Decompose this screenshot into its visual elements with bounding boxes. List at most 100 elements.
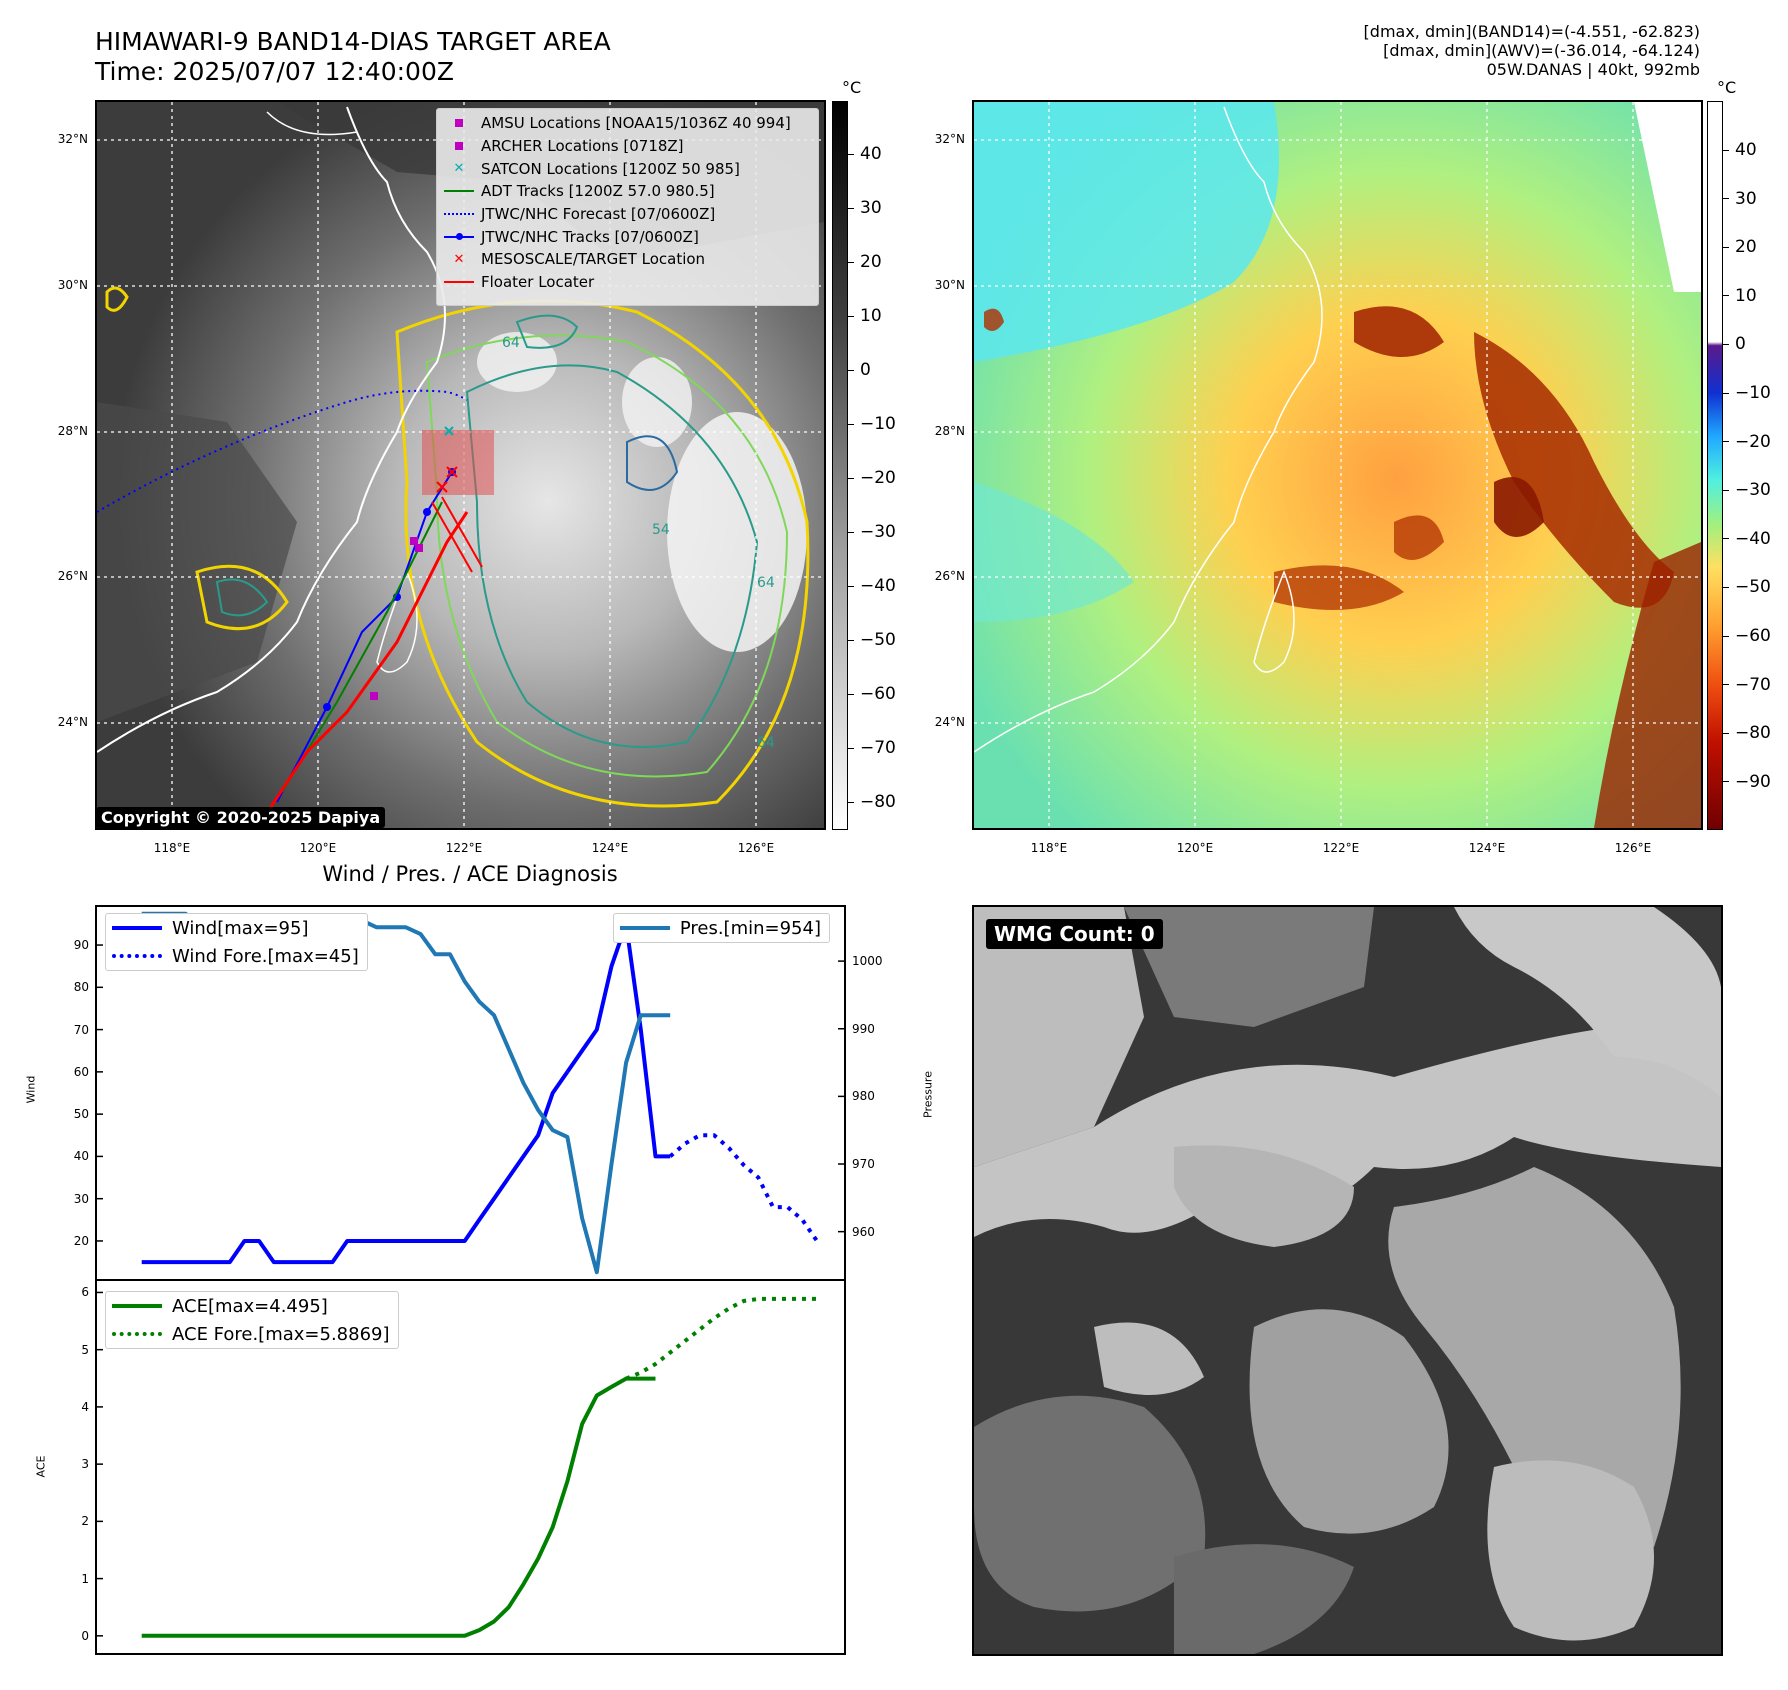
pressure-axis-title: Pressure	[921, 1071, 935, 1118]
diagnosis-title: Wind / Pres. / ACE Diagnosis	[322, 862, 618, 886]
series-line	[668, 1133, 819, 1243]
colorbar-tick: −60	[848, 686, 896, 703]
tick-label: 5	[81, 1342, 89, 1357]
wind-legend: Wind[max=95] Wind Fore.[max=45]	[105, 913, 368, 971]
ace-axis-title: ACE	[34, 1455, 48, 1478]
colorbar-tick: −30	[1723, 482, 1771, 499]
colorbar-tick: −10	[1723, 385, 1771, 402]
colorbar-tick: 40	[1723, 142, 1757, 159]
forecast-track	[97, 389, 468, 513]
legend-item-floater: Floater Locater	[437, 271, 814, 294]
figure-time: Time: 2025/07/07 12:40:00Z	[95, 57, 454, 86]
lon-label: 118°E	[1030, 841, 1068, 855]
colorbar-tick: 30	[1723, 190, 1757, 208]
legend-item-forecast: JTWC/NHC Forecast [07/0600Z]	[437, 203, 814, 226]
colorbar-tick: −80	[848, 794, 896, 811]
tick-label: 980	[852, 1089, 875, 1104]
legend-item-amsu: AMSU Locations [NOAA15/1036Z 40 994]	[437, 112, 814, 135]
info-awv: [dmax, dmin](AWV)=(-36.014, -64.124)	[1383, 41, 1700, 60]
legend-item-satcon: ✕ SATCON Locations [1200Z 50 985]	[437, 157, 814, 180]
tick-label: 0	[81, 1628, 89, 1643]
tick-label: 990	[852, 1021, 875, 1036]
lat-label: 26°N	[57, 569, 88, 583]
floater-track	[255, 511, 469, 828]
dotted-line-icon	[112, 1327, 162, 1341]
adt-track	[281, 501, 443, 793]
legend-item-wind: Wind[max=95]	[106, 914, 367, 942]
x-marker-icon: ✕	[453, 251, 465, 267]
tick-label: 40	[73, 1149, 89, 1164]
info-block: [dmax, dmin](BAND14)=(-4.551, -62.823) […	[1364, 22, 1700, 79]
colorbar-tick: −90	[1723, 773, 1771, 791]
lon-label: 126°E	[737, 841, 775, 855]
series-line	[565, 921, 671, 1159]
figure-title: HIMAWARI-9 BAND14-DIAS TARGET AREA	[95, 27, 611, 56]
colorbar-tick: −40	[848, 578, 896, 595]
wind-pressure-panel: Wind[max=95] Wind Fore.[max=45] Pres.[mi…	[95, 905, 846, 1281]
awv-colorbar	[1707, 101, 1723, 830]
x-marker-icon: ✕	[453, 161, 465, 177]
colorbar-tick: 20	[1723, 239, 1757, 256]
tick-label: 80	[73, 980, 89, 995]
lon-label: 120°E	[1176, 841, 1214, 855]
lon-label: 118°E	[153, 841, 191, 855]
colorbar-tick: −40	[1723, 530, 1771, 548]
tick-label: 1000	[852, 954, 883, 969]
line-icon	[112, 1299, 162, 1313]
line-icon	[437, 181, 481, 201]
tick-label: 6	[81, 1285, 89, 1300]
tick-label: 70	[73, 1022, 89, 1037]
line-icon	[112, 921, 162, 935]
tick-label: 30	[73, 1191, 89, 1206]
colorbar-tick: −70	[1723, 676, 1771, 694]
dotted-line-icon	[112, 949, 162, 963]
lon-label: 122°E	[1322, 841, 1360, 855]
colorbar-tick: −60	[1723, 628, 1771, 645]
legend-item-jtwc: JTWC/NHC Tracks [07/0600Z]	[437, 225, 814, 248]
map-legend: AMSU Locations [NOAA15/1036Z 40 994] ARC…	[436, 108, 819, 306]
wmg-panel: WMG Count: 0	[972, 905, 1723, 1656]
ace-panel: ACE[max=4.495] ACE Fore.[max=5.8869]	[95, 1279, 846, 1655]
colorbar-tick: 0	[848, 362, 871, 379]
line-icon	[437, 272, 481, 292]
contour-label: 54	[652, 522, 670, 538]
line-icon	[619, 921, 670, 935]
legend-item-pressure: Pres.[min=954]	[614, 914, 829, 942]
lat-label: 32°N	[934, 132, 965, 146]
colorbar-tick: −30	[848, 524, 896, 541]
lat-label: 28°N	[934, 424, 965, 438]
legend-item-target: ✕ MESOSCALE/TARGET Location	[437, 248, 814, 271]
colorbar-tick: −10	[848, 416, 896, 433]
wind-axis-title: Wind	[24, 1075, 38, 1104]
lon-label: 124°E	[1468, 841, 1506, 855]
pressure-legend: Pres.[min=954]	[612, 913, 830, 943]
line-dot-icon	[437, 227, 481, 247]
ir-colorbar	[832, 101, 848, 830]
tick-label: 90	[73, 938, 89, 953]
series-line	[141, 1070, 570, 1265]
tick-label: 970	[852, 1157, 875, 1172]
wmg-image	[974, 907, 1721, 1654]
tick-label: 60	[73, 1064, 89, 1079]
lon-label: 120°E	[299, 841, 337, 855]
colorbar-tick: −70	[848, 740, 896, 757]
lat-label: 30°N	[57, 278, 88, 292]
lon-label: 126°E	[1614, 841, 1652, 855]
tick-label: 2	[81, 1514, 89, 1529]
lat-label: 32°N	[57, 132, 88, 146]
tick-label: 50	[73, 1107, 89, 1122]
tick-label: 1	[81, 1571, 89, 1586]
lat-label: 24°N	[57, 715, 88, 729]
legend-item-wind-forecast: Wind Fore.[max=45]	[106, 942, 367, 970]
dotted-line-icon	[437, 204, 481, 224]
ir-map: 64 54 64 64 AMSU Locations [NOAA15/1036Z…	[95, 100, 826, 830]
legend-item-ace: ACE[max=4.495]	[106, 1292, 398, 1320]
colorbar-tick: 10	[1723, 287, 1757, 305]
legend-item-archer: ARCHER Locations [0718Z]	[437, 135, 814, 158]
wmg-count-badge: WMG Count: 0	[986, 919, 1163, 949]
tick-label: 4	[81, 1399, 89, 1414]
contour-label: 64	[757, 575, 775, 591]
copyright-badge: Copyright © 2020-2025 Dapiya	[97, 807, 386, 828]
awv-map-image	[974, 102, 1701, 828]
colorbar-tick: −80	[1723, 725, 1771, 742]
